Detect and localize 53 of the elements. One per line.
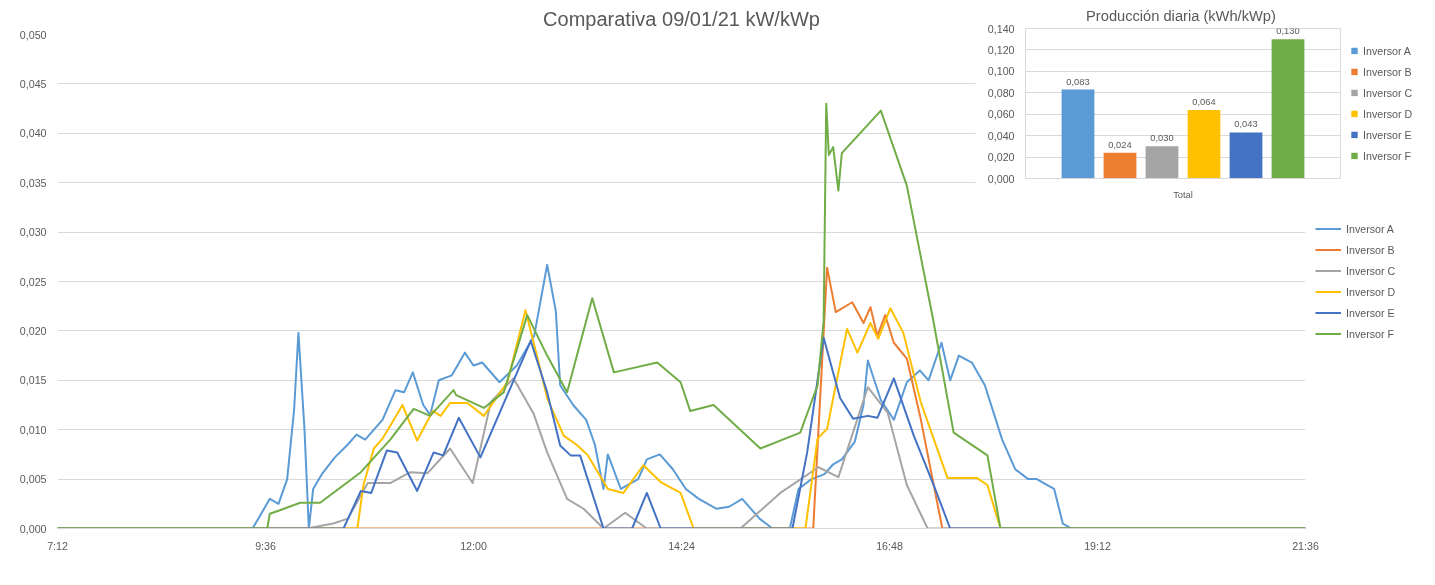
legend-label: Inversor B <box>1363 65 1412 78</box>
x-tick-label: 21:36 <box>1292 539 1319 552</box>
y-tick-label: 0,000 <box>987 172 1015 185</box>
y-tick-label: 0,035 <box>19 176 47 189</box>
y-tick-label: 0,100 <box>987 65 1015 78</box>
y-tick-label: 0,060 <box>987 108 1015 121</box>
legend-label: Inversor E <box>1346 306 1395 319</box>
x-tick-label: 7:12 <box>47 539 68 552</box>
data-label: 0,043 <box>1234 119 1258 130</box>
bar <box>1145 146 1179 179</box>
y-tick-label: 0,080 <box>987 86 1015 99</box>
legend-label: Inversor E <box>1363 128 1412 141</box>
bar <box>1061 89 1095 179</box>
bar <box>1229 132 1263 179</box>
y-tick-label: 0,010 <box>19 423 47 436</box>
legend-label: Inversor D <box>1363 107 1413 120</box>
data-label: 0,083 <box>1066 76 1090 87</box>
x-tick-label: 16:48 <box>876 539 903 552</box>
y-tick-label: 0,020 <box>19 324 47 337</box>
chart-title: Producción diaria (kWh/kWp) <box>1086 7 1276 24</box>
legend-label: Inversor F <box>1346 327 1394 340</box>
y-tick-label: 0,025 <box>19 275 47 288</box>
legend-label: Inversor C <box>1363 86 1413 99</box>
data-label: 0,030 <box>1150 133 1174 144</box>
x-tick-label: 12:00 <box>460 539 487 552</box>
y-tick-label: 0,020 <box>987 151 1015 164</box>
data-label: 0,130 <box>1276 26 1300 37</box>
bar <box>1187 109 1221 179</box>
x-tick-label: 19:12 <box>1084 539 1111 552</box>
y-tick-label: 0,040 <box>19 127 47 140</box>
data-label: 0,024 <box>1108 139 1132 150</box>
legend-label: Inversor A <box>1346 222 1394 235</box>
y-tick-label: 0,030 <box>19 226 47 239</box>
x-tick-label: Total <box>1173 189 1193 200</box>
y-tick-label: 0,140 <box>987 22 1015 35</box>
y-tick-label: 0,000 <box>19 522 47 535</box>
legend-label: Inversor B <box>1346 243 1395 256</box>
data-label: 0,064 <box>1192 96 1216 107</box>
y-tick-label: 0,120 <box>987 43 1015 56</box>
legend-label: Inversor F <box>1363 149 1411 162</box>
y-tick-label: 0,040 <box>987 129 1015 142</box>
legend-label: Inversor A <box>1363 44 1411 57</box>
y-tick-label: 0,015 <box>19 374 47 387</box>
legend-label: Inversor C <box>1346 264 1396 277</box>
bar <box>1103 152 1137 179</box>
legend-label: Inversor D <box>1346 285 1396 298</box>
y-tick-label: 0,050 <box>19 28 47 41</box>
x-tick-label: 9:36 <box>255 539 276 552</box>
x-tick-label: 14:24 <box>668 539 695 552</box>
y-tick-label: 0,005 <box>19 473 47 486</box>
chart-title: Comparativa 09/01/21 kW/kWp <box>543 7 820 30</box>
bar <box>1271 39 1305 179</box>
y-tick-label: 0,045 <box>19 77 47 90</box>
